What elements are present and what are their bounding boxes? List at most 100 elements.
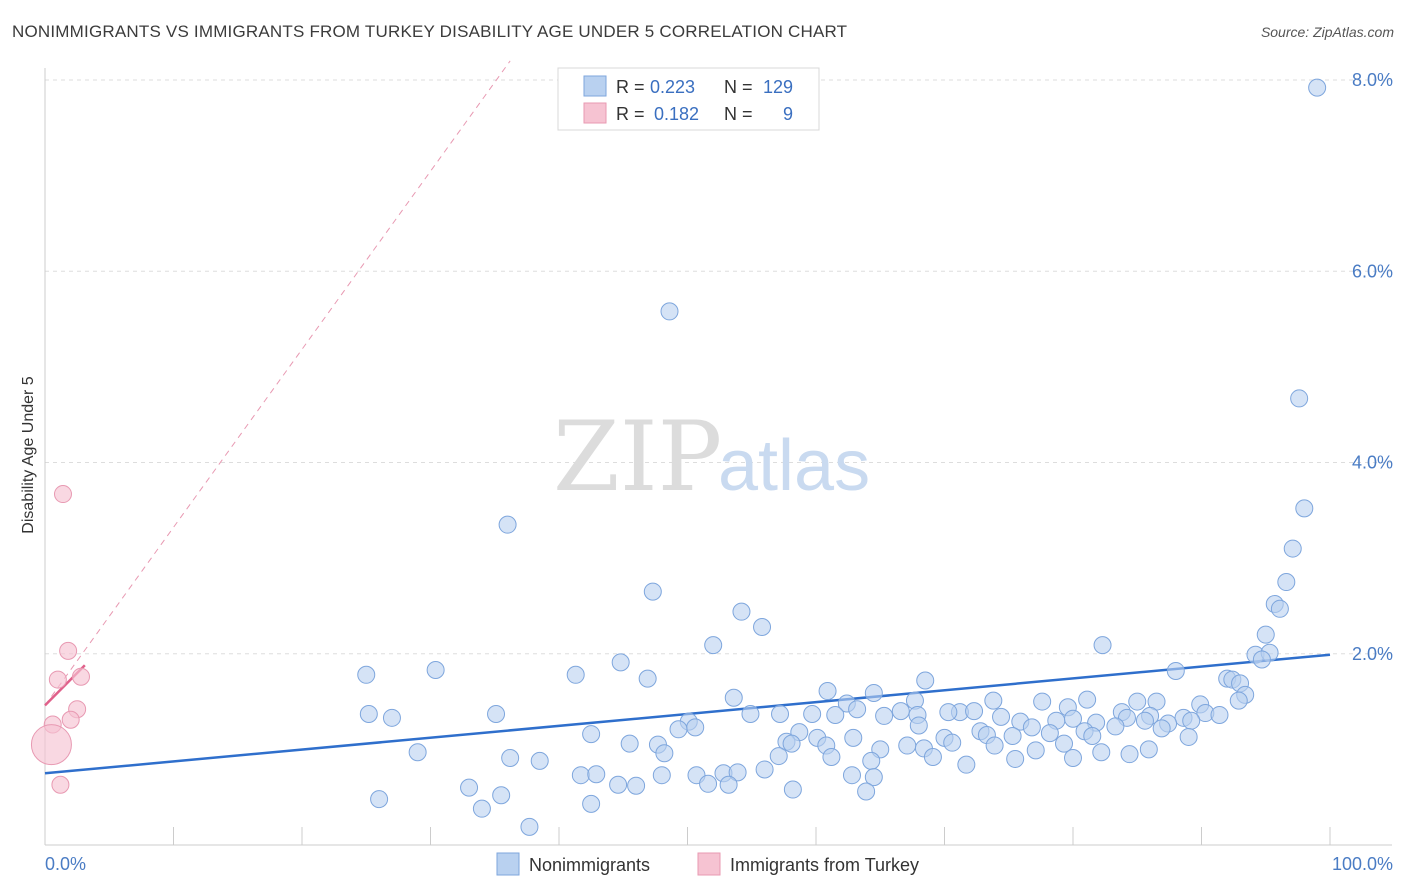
nonimmigrants-point — [382, 708, 401, 727]
immigrants-from-turkey-point — [61, 710, 80, 729]
nonimmigrants-point — [826, 705, 845, 724]
nonimmigrants-point — [1120, 745, 1139, 764]
nonimmigrants-point — [627, 776, 646, 795]
nonimmigrants-point — [520, 817, 539, 836]
nonimmigrants-point — [582, 725, 601, 744]
immigrants-from-turkey-point — [59, 641, 78, 660]
nonimmigrants-point — [638, 669, 657, 688]
nonimmigrants-point — [1252, 650, 1271, 669]
nonimmigrants-point — [1083, 726, 1102, 745]
correlation-legend: R = 0.223 N = 129 R = 0.182 N = 9 — [557, 67, 820, 131]
y-tick-label: 6.0% — [1352, 261, 1393, 281]
nonimmigrants-point — [803, 704, 822, 723]
nonimmigrants-point — [620, 734, 639, 753]
legend-r-label: R = — [616, 77, 645, 97]
legend-n-label: N = — [724, 104, 753, 124]
x-tick-labels: 0.0% 100.0% — [45, 854, 1393, 874]
nonimmigrants-point — [842, 766, 861, 785]
nonimmigrants-point — [1166, 661, 1185, 680]
nonimmigrants-point — [1078, 690, 1097, 709]
nonimmigrants-point — [587, 765, 606, 784]
x-tick-label: 0.0% — [45, 854, 86, 874]
nonimmigrants-point — [660, 302, 679, 321]
nonimmigrants-point — [699, 774, 718, 793]
legend-n-value: 9 — [783, 104, 793, 124]
legend-r-value: 0.182 — [654, 104, 699, 124]
nonimmigrants-point — [1210, 705, 1229, 724]
data-points — [30, 78, 1327, 836]
nonimmigrants-point — [1128, 692, 1147, 711]
nonimmigrants-point — [1308, 78, 1327, 97]
nonimmigrants-point — [1283, 539, 1302, 558]
legend-n-label: N = — [724, 77, 753, 97]
legend-swatch-blue — [583, 75, 607, 97]
nonimmigrants-point — [655, 744, 674, 763]
nonimmigrants-point — [943, 733, 962, 752]
nonimmigrants-point — [669, 720, 688, 739]
nonimmigrants-point — [1064, 748, 1082, 767]
nonimmigrants-point — [992, 707, 1011, 726]
nonimmigrants-point — [357, 665, 376, 684]
y-tick-label: 8.0% — [1352, 70, 1393, 90]
nonimmigrants-point — [862, 751, 881, 770]
nonimmigrants-point — [501, 748, 520, 767]
nonimmigrants-point — [1135, 711, 1154, 730]
nonimmigrants-point — [1092, 743, 1111, 762]
immigrants-from-turkey-point — [53, 485, 72, 504]
source-credit: Source: ZipAtlas.com — [1260, 24, 1394, 40]
nonimmigrants-point — [1106, 717, 1125, 736]
nonimmigrants-point — [686, 718, 705, 737]
immigrants-from-turkey-point — [51, 775, 70, 794]
nonimmigrants-point — [783, 780, 802, 799]
nonimmigrants-point — [492, 786, 511, 805]
nonimmigrants-point — [530, 751, 549, 770]
nonimmigrants-point — [1033, 692, 1052, 711]
nonimmigrants-point — [1055, 734, 1074, 753]
nonimmigrants-point — [1064, 709, 1082, 728]
nonimmigrants-point — [609, 775, 628, 794]
series-label-immigrants-from-turkey: Immigrants from Turkey — [730, 855, 919, 875]
nonimmigrants-point — [704, 636, 723, 655]
nonimmigrants-point — [1006, 749, 1025, 768]
y-axis-label: Disability Age Under 5 — [20, 376, 37, 534]
nonimmigrants-point — [1022, 718, 1041, 737]
nonimmigrants-point — [359, 704, 378, 723]
nonimmigrants-point — [891, 702, 910, 721]
nonimmigrants-point — [728, 763, 747, 782]
immigrants-from-turkey-point — [71, 667, 90, 686]
nonimmigrants-point — [582, 794, 601, 813]
nonimmigrants-point — [984, 691, 1003, 710]
nonimmigrants-point — [370, 790, 389, 809]
nonimmigrants-point — [1152, 719, 1171, 738]
y-tick-label: 2.0% — [1352, 644, 1393, 664]
legend-r-label: R = — [616, 104, 645, 124]
nonimmigrants-point — [965, 702, 984, 721]
immigrants-from-turkey-point — [48, 670, 67, 689]
nonimmigrants-point — [1026, 741, 1045, 760]
nonimmigrants-point — [1229, 691, 1248, 710]
chart-title: NONIMMIGRANTS VS IMMIGRANTS FROM TURKEY … — [12, 22, 848, 41]
nonimmigrants-point — [1270, 599, 1289, 618]
nonimmigrants-point — [898, 736, 917, 755]
nonimmigrants-point — [848, 700, 867, 719]
nonimmigrants-point — [652, 766, 671, 785]
nonimmigrants-point — [985, 736, 1004, 755]
watermark-atlas: atlas — [718, 426, 870, 506]
nonimmigrants-point — [611, 653, 630, 672]
series-legend: Nonimmigrants Immigrants from Turkey — [496, 852, 919, 876]
nonimmigrants-point — [755, 760, 774, 779]
nonimmigrants-point — [916, 671, 935, 690]
nonimmigrants-point — [909, 716, 928, 735]
axes — [44, 68, 1392, 846]
nonimmigrants-point — [844, 728, 863, 747]
watermark-zip: ZIP — [553, 401, 722, 513]
nonimmigrants-point — [1295, 499, 1314, 518]
immigrants-from-turkey-point — [30, 724, 72, 766]
series-swatch-immigrants-from-turkey — [697, 852, 721, 876]
nonimmigrants-point — [498, 515, 517, 534]
legend-r-value: 0.223 — [650, 77, 695, 97]
nonimmigrants-point — [460, 778, 479, 797]
series-label-nonimmigrants: Nonimmigrants — [529, 855, 650, 875]
nonimmigrants-point — [1182, 711, 1201, 730]
